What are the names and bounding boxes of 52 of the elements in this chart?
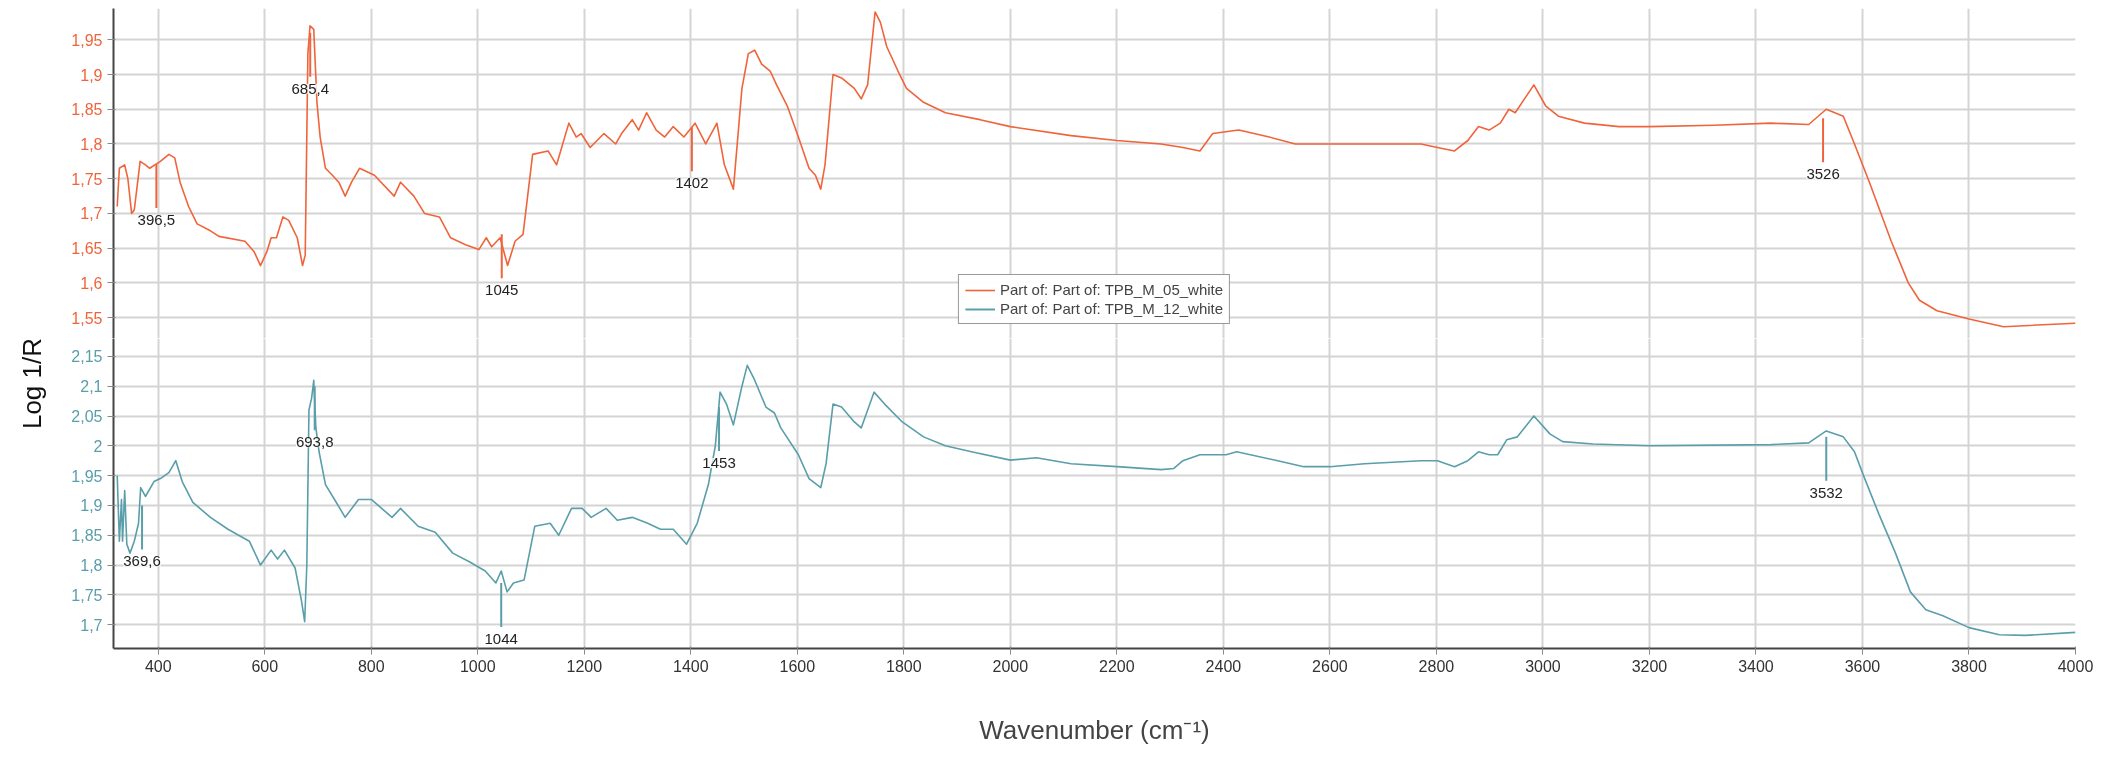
legend-label: Part of: Part of: TPB_M_12_white [999, 300, 1224, 317]
y-tick-label: 1,75 [71, 170, 103, 188]
annotation: 1044 [484, 629, 518, 647]
y-tick-label: 1,9 [80, 66, 103, 84]
x-tick-label: 400 [144, 657, 172, 675]
annotation: 3532 [1809, 483, 1843, 501]
x-tick-label: 3400 [1738, 657, 1774, 675]
y-tick-label: 1,55 [71, 309, 103, 327]
y-tick-label: 2,1 [80, 378, 103, 396]
y-tick-label: 1,85 [71, 101, 103, 119]
y-tick-label: 1,95 [71, 31, 103, 49]
y-tick-label: 1,6 [80, 274, 103, 292]
annotation: 685,4 [291, 79, 330, 97]
annotation: 1402 [675, 174, 709, 192]
y-tick-label: 1,7 [80, 616, 103, 634]
y-tick-label: 1,95 [71, 467, 103, 485]
x-tick-label: 1000 [459, 657, 496, 675]
x-tick-label: 3200 [1631, 657, 1668, 675]
y-tick-label: 1,7 [80, 205, 103, 223]
y-tick-label: 1,8 [80, 135, 103, 153]
annotation: 1453 [702, 454, 736, 472]
y-tick-label: 1,9 [80, 497, 103, 515]
x-tick-label: 2400 [1205, 657, 1242, 675]
y-tick-label: 1,85 [71, 527, 103, 545]
x-tick-label: 2200 [1099, 657, 1135, 675]
y-tick-label: 2 [93, 437, 103, 455]
x-axis-title: Wavenumber (cm⁻¹) [979, 714, 1210, 745]
x-tick-label: 1400 [673, 657, 709, 675]
y-tick-label: 1,75 [71, 586, 103, 604]
annotation: 693,8 [295, 433, 334, 451]
x-tick-label: 3800 [1951, 657, 1987, 675]
annotation: 1045 [485, 281, 519, 299]
y-tick-label: 1,65 [71, 240, 103, 258]
x-tick-label: 600 [251, 657, 279, 675]
legend-label: Part of: Part of: TPB_M_05_white [999, 281, 1224, 298]
annotation: 3526 [1806, 165, 1840, 183]
x-tick-label: 2000 [992, 657, 1029, 675]
x-tick-label: 1200 [566, 657, 603, 675]
x-tick-label: 2800 [1418, 657, 1455, 675]
annotation: 396,5 [137, 211, 176, 229]
x-tick-label: 800 [357, 657, 385, 675]
x-tick-label: 1600 [779, 657, 816, 675]
x-tick-label: 4000 [2057, 657, 2094, 675]
annotation: 369,6 [123, 552, 161, 570]
y-tick-label: 2,05 [71, 408, 103, 425]
y-tick-label: 2,15 [71, 348, 103, 366]
y-axis-title: Log 1/R [16, 337, 49, 430]
x-tick-label: 1800 [886, 657, 922, 675]
x-tick-label: 3000 [1525, 657, 1561, 675]
x-tick-label: 3600 [1844, 657, 1881, 675]
x-tick-label: 2600 [1312, 657, 1348, 675]
y-tick-label: 1,8 [80, 557, 103, 575]
